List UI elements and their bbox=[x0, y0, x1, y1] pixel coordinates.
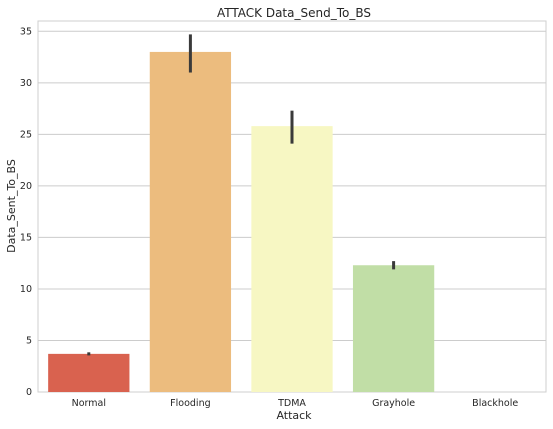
x-tick-label: Blackhole bbox=[472, 398, 518, 409]
y-tick-label: 20 bbox=[20, 181, 32, 192]
bar-normal bbox=[48, 353, 130, 392]
x-tick-label: Grayhole bbox=[372, 398, 415, 409]
x-tick-label: Flooding bbox=[170, 398, 210, 409]
y-tick-labels: 0 5 10 15 20 25 30 35 bbox=[20, 26, 32, 398]
y-tick-label: 10 bbox=[20, 284, 32, 295]
x-tick-label: TDMA bbox=[277, 398, 306, 409]
y-tick-label: 0 bbox=[26, 387, 32, 398]
y-tick-label: 25 bbox=[20, 129, 32, 140]
y-tick-label: 5 bbox=[26, 335, 32, 346]
chart-title: ATTACK Data_Send_To_BS bbox=[217, 6, 371, 20]
y-tick-label: 30 bbox=[20, 78, 32, 89]
bar-grayhole bbox=[352, 265, 435, 392]
error-bars bbox=[87, 34, 396, 356]
x-tick-labels: Normal Flooding TDMA Grayhole Blackhole bbox=[72, 398, 519, 409]
x-tick-label: Normal bbox=[72, 398, 106, 409]
bar-flooding bbox=[149, 51, 232, 393]
y-axis-label: Data_Sent_To_BS bbox=[5, 159, 18, 253]
bar-tdma bbox=[251, 126, 333, 392]
x-axis-label: Attack bbox=[276, 409, 312, 422]
bars bbox=[48, 51, 435, 393]
y-tick-label: 35 bbox=[20, 26, 32, 37]
y-tick-label: 15 bbox=[20, 232, 32, 243]
